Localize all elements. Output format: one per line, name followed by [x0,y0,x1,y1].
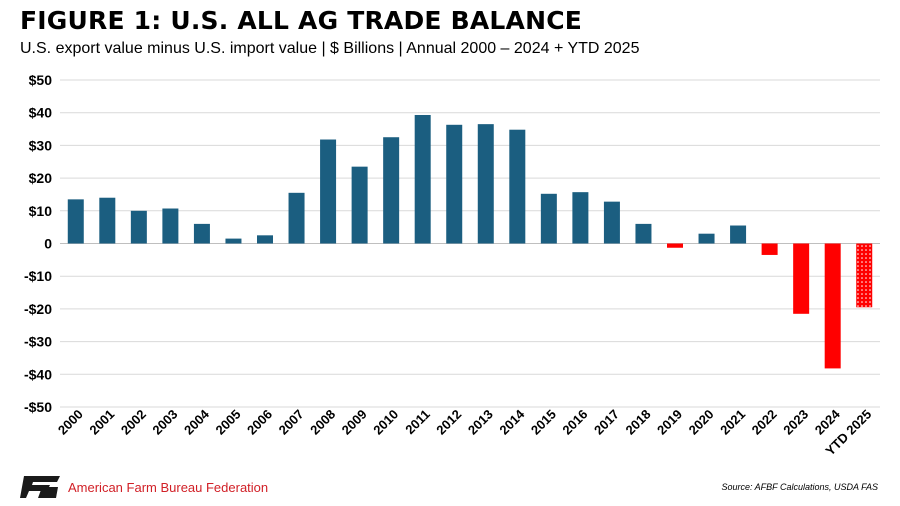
bar-2022 [761,243,778,255]
bar-2008 [320,139,337,244]
x-tick-label: 2002 [118,407,149,438]
x-tick-label: 2010 [370,407,401,438]
afbf-logo-icon [20,476,60,498]
y-tick-label: $20 [29,170,53,186]
x-axis-ticks: 2000 2001 2002 2003 2004 2005 2006 2007 2008 2009… [55,406,875,459]
x-tick-label: 2011 [402,407,433,438]
bar-2003 [162,208,179,244]
x-tick-label: 2019 [654,407,685,438]
y-tick-label: $40 [29,105,53,121]
x-tick-label: 2003 [149,407,180,438]
footer: American Farm Bureau Federation Source: … [0,474,900,506]
bar-2019 [667,243,683,248]
x-tick-label: 2020 [686,407,717,438]
bar-2000 [67,199,84,244]
bar-2023 [793,243,810,314]
y-tick-label: -$30 [24,334,52,350]
x-tick-label: 2017 [591,407,622,438]
chart-subtitle: U.S. export value minus U.S. import valu… [20,40,640,57]
x-tick-label: 2016 [559,407,590,438]
bar-2011 [414,114,431,244]
bar-2005 [225,238,242,244]
x-tick-label: 2008 [307,407,338,438]
bar-2009 [351,166,368,244]
y-tick-label: 0 [44,236,52,252]
y-tick-label: $50 [29,72,53,88]
bar-2014 [509,129,526,244]
bar-2017 [603,201,620,244]
source-note: Source: AFBF Calculations, USDA FAS [721,482,878,492]
bar-2002 [130,210,147,244]
y-axis-ticks: $50 $40 $30 $20 $10 0 -$10 -$20 -$30 -$40 -$50 [24,72,52,415]
x-tick-label: 2014 [496,406,528,438]
y-tick-label: -$10 [24,268,52,284]
x-tick-label: 2005 [213,407,244,438]
organization-name: American Farm Bureau Federation [68,480,269,495]
bar-2001 [99,197,116,244]
bar-2018 [635,223,652,244]
x-tick-label: 2004 [181,406,213,438]
bars [67,114,873,369]
chart-title: FIGURE 1: U.S. ALL AG TRADE BALANCE [20,6,583,35]
bar-2007 [288,192,305,244]
x-tick-label: 2013 [465,407,496,438]
x-tick-label: 2021 [717,407,748,438]
bar-2013 [477,124,494,244]
x-tick-label: 2007 [276,407,307,438]
trade-balance-bar-chart: $50 $40 $30 $20 $10 0 -$10 -$20 -$30 -$40 -$50 200… [24,72,880,459]
bar-2006 [257,235,273,244]
y-tick-label: -$40 [24,366,52,382]
x-tick-label: 2018 [623,407,654,438]
x-tick-label: 2001 [86,407,117,438]
y-tick-label: -$50 [24,399,52,415]
bar-2012 [446,124,463,244]
bar-2020 [698,233,715,244]
bar-2024 [824,243,841,369]
bar-2004 [193,223,210,244]
y-tick-label: $30 [29,137,53,153]
y-tick-label: -$20 [24,301,52,317]
gridlines [60,79,880,408]
x-tick-label: 2012 [433,407,464,438]
x-tick-label: 2022 [749,407,780,438]
bar-2016 [572,192,589,244]
bar-2021 [730,225,747,244]
x-tick-label: 2015 [528,407,559,438]
bar-2015 [540,193,557,244]
x-tick-label: 2009 [339,407,370,438]
x-tick-label: 2023 [780,407,811,438]
x-tick-label: 2000 [55,407,86,438]
x-tick-label: 2006 [244,407,275,438]
bar-2010 [383,137,400,244]
y-tick-label: $10 [29,203,53,219]
bar-ytd-2025 [856,243,873,308]
